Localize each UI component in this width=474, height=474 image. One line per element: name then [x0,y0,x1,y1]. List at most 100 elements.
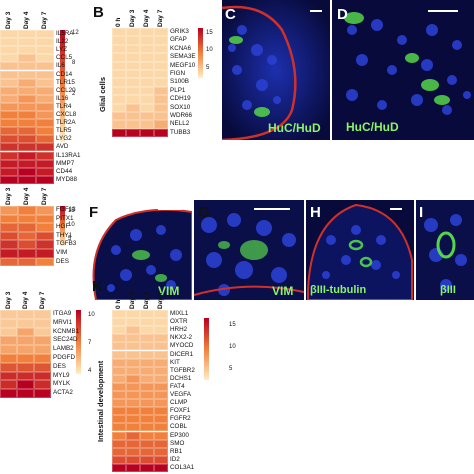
heatmap-j-row-label: DES [53,362,66,370]
heatmap-e-cell [36,249,54,258]
heatmap-a-row-label: CXCL8 [56,111,77,118]
colorbar-b [198,28,203,78]
micrograph-panel-d: D HuC/HuD [332,0,474,140]
heatmap-k-cell [140,431,154,440]
colorbar-a-tick-low: 2 [72,91,76,97]
heatmap-a-cell [36,46,54,55]
heatmap-k-row-label: SMO [170,439,185,447]
heatmap-b-row-label: CDH19 [170,95,191,103]
heatmap-a-cell [0,135,18,144]
heatmap-j-row-label: KCNMB1 [53,327,80,335]
heatmap-b-cell [126,86,140,96]
heatmap-a-row-label: IL13RA1 [56,151,81,159]
heatmap-a-cell [36,119,54,128]
heatmap-e-column-label: Day 3 [5,187,12,205]
heatmap-a-row-label: IL22 [56,38,69,46]
heatmap-b-cell [154,78,168,87]
heatmap-b-row-label: SOX10 [170,103,191,111]
heatmap-b-row-label: SEMA3E [170,53,196,61]
heatmap-b-row-label: WDR66 [170,112,193,119]
heatmap-j-cell [0,336,17,346]
heatmap-e-cell [18,249,36,258]
heatmap-b-cell [140,128,154,138]
heatmap-a-cell [0,119,18,128]
heatmap-k-cell [154,342,168,351]
heatmap-k-cell [154,463,168,472]
heatmap-k-cell [140,399,154,408]
heatmap-k-cell [154,391,168,400]
heatmap-k-cell [126,366,140,375]
colorbar-a-tick-top: 12 [72,30,79,36]
heatmap-a-row-label: CD14 [56,70,73,78]
heatmap-e-row-label: FGF13 [56,206,76,213]
heatmap-j-cell [17,354,34,363]
heatmap-k-cell [112,326,126,335]
heatmap-b-cell [154,103,168,112]
heatmap-k-cell [140,310,154,319]
heatmap-e-cell [36,240,54,249]
colorbar-b-tick-low: 5 [206,65,210,71]
heatmap-a-cell [18,94,36,103]
scale-bar-d [428,10,458,12]
heatmap-b-cell [154,128,168,138]
heatmap-a-cell [0,127,18,136]
heatmap-k-cell [126,342,140,351]
heatmap-k-cell [112,439,126,448]
heatmap-j-cell [34,354,51,363]
micrograph-i-label: βIII [440,284,456,296]
panel-letter-b: B [93,4,104,21]
micrograph-panel-g: G VIM [194,200,304,300]
heatmap-e-cell [18,206,36,215]
scale-bar-g [254,208,290,210]
heatmap-b-cell [126,28,140,37]
heatmap-j-cell [34,336,51,346]
heatmap-k-cell [112,358,126,367]
heatmap-a-cell [36,54,54,63]
colorbar-k-tick-low: 5 [229,366,233,372]
heatmap-b-cell [140,28,154,37]
heatmap-a-cell [36,62,54,71]
heatmap-e-cell [0,240,18,249]
heatmap-k-cell [126,463,140,472]
heatmap-j-row-label: MYL9 [53,371,70,379]
heatmap-j-row-label: MRVI1 [53,318,73,326]
heatmap-k-cell [154,334,168,343]
heatmap-b-cell [112,120,126,129]
heatmap-b-cell [112,86,126,96]
micrograph-panel-f: F VIM [86,200,192,300]
heatmap-a-cell [18,119,36,128]
heatmap-k-row-label: DCHS1 [170,374,192,382]
heatmap-k-cell [140,423,154,432]
heatmap-k-row-label: COL3A1 [170,463,195,471]
heatmap-e-column-label: Day 4 [23,187,30,205]
micrograph-d-label: HuC/HuD [346,120,399,134]
heatmap-k-cell [126,391,140,400]
colorbar-k-tick-mid: 10 [229,344,236,350]
heatmap-e-row-label: HGF [56,223,70,231]
heatmap-k-cell [112,374,126,383]
heatmap-b-cell [112,44,126,54]
heatmap-k-row-label: DICER1 [170,350,194,358]
heatmap-b-cell [140,112,154,121]
heatmap-b-cell [126,78,140,87]
panel-letter-c: C [225,6,236,23]
heatmap-e-column-label: Day 7 [41,187,48,205]
heatmap-a-row-label: MYD88 [56,175,77,183]
heatmap-j-cell [34,362,51,372]
scale-bar-f [158,208,182,210]
colorbar-e-tick-top: 15 [68,208,75,214]
heatmap-a-cell [18,46,36,55]
heatmap-e-row-label: PITX1 [56,214,74,222]
heatmap-a-column-label: Day 7 [41,11,48,29]
heatmap-e-cell [36,214,54,224]
heatmap-k-cell [140,334,154,343]
heatmap-j-row-label: ACTA2 [53,389,73,397]
heatmap-k-column-label: Day 7 [157,291,164,309]
heatmap-b-cell [112,103,126,112]
heatmap-a-column-label: Day 4 [23,11,30,29]
heatmap-b-cell [126,36,140,45]
heatmap-a-row-label: TLR4 [56,102,72,110]
heatmap-b-row-label: KCNA6 [170,44,191,52]
heatmap-a-cell [18,127,36,136]
heatmap-k-cell [112,463,126,472]
